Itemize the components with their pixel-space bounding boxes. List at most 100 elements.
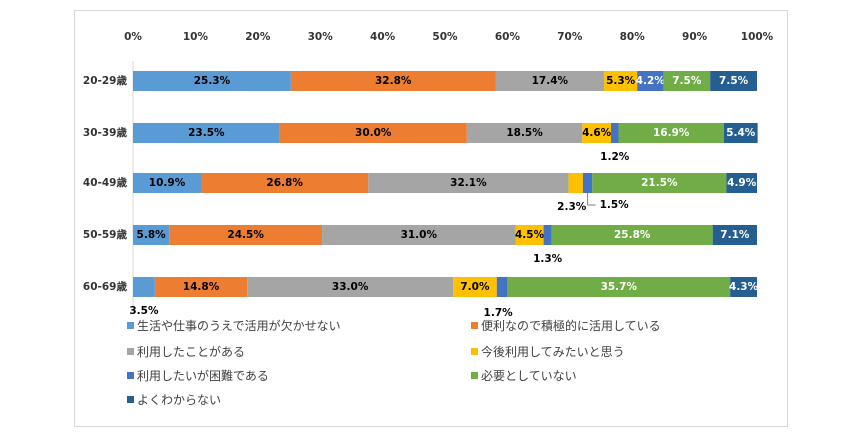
category-label: 40-49歳: [83, 176, 128, 189]
data-label: 25.3%: [194, 75, 231, 87]
bar-segment: [604, 71, 638, 91]
legend-swatch: [127, 348, 134, 355]
x-tick-label: 100%: [741, 31, 774, 43]
data-label: 24.5%: [227, 229, 264, 241]
data-label: 31.0%: [401, 229, 438, 241]
data-label: 3.5%: [129, 305, 159, 317]
data-label: 7.1%: [720, 229, 750, 241]
legend-swatch: [127, 396, 134, 403]
bar-segment: [582, 173, 593, 193]
data-label: 1.7%: [484, 307, 514, 319]
legend-item: 便利なので積極的に活用している: [471, 317, 661, 334]
bar-segment: [279, 123, 467, 143]
legend-label: 今後利用してみたいと思う: [481, 345, 625, 359]
bar-segment: [169, 225, 323, 245]
x-tick-label: 40%: [370, 31, 396, 43]
x-tick-label: 30%: [308, 31, 334, 43]
bar-segment: [290, 71, 496, 91]
x-tick-label: 60%: [495, 31, 521, 43]
bar-segment: [730, 277, 757, 297]
bar-segment: [154, 277, 248, 297]
legend-label: よくわからない: [137, 393, 222, 407]
data-label: 16.9%: [653, 127, 690, 139]
bar-segment: [663, 71, 711, 91]
bar-segment: [247, 277, 454, 297]
legend-label: 必要としていない: [481, 369, 577, 383]
x-tick-label: 70%: [557, 31, 583, 43]
data-label: 10.9%: [149, 177, 186, 189]
data-label: 17.4%: [532, 75, 569, 87]
bar-segment: [515, 225, 544, 245]
data-label: 1.2%: [600, 151, 630, 163]
bar-segment: [496, 277, 508, 297]
legend-item: よくわからない: [127, 391, 221, 408]
legend-label: 利用したいが困難である: [137, 369, 269, 383]
data-label: 30.0%: [355, 127, 392, 139]
category-label: 30-39歳: [83, 126, 128, 139]
data-label: 25.8%: [614, 229, 651, 241]
bar-segment: [133, 173, 202, 193]
data-label: 5.8%: [137, 229, 167, 241]
bar-segment: [726, 173, 757, 193]
legend-item: 利用したことがある: [127, 343, 245, 360]
bar-segment: [618, 123, 724, 143]
data-label: 23.5%: [188, 127, 225, 139]
bar-segment: [610, 123, 619, 143]
legend-swatch: [471, 348, 478, 355]
bar-segment: [568, 173, 583, 193]
data-label: 4.5%: [515, 229, 545, 241]
legend-swatch: [471, 322, 478, 329]
bar-segment: [368, 173, 569, 193]
data-label: 5.3%: [606, 75, 636, 87]
bar-segment: [133, 123, 280, 143]
bar-segment: [710, 71, 757, 91]
data-label: 4.2%: [636, 75, 666, 87]
bar-segment: [712, 225, 757, 245]
stacked-bar-chart: 0% 10% 20% 30% 40% 50% 60% 70% 80% 90% 100% 20-29歳 3…: [83, 31, 774, 319]
data-label: 14.8%: [183, 281, 220, 293]
bar-segment: [495, 71, 605, 91]
bar-segment: [507, 277, 731, 297]
data-label: 1.3%: [533, 253, 563, 265]
legend-item: 生活や仕事のうえで活用が欠かせない: [127, 317, 341, 334]
data-label: 32.8%: [375, 75, 412, 87]
bar-segment: [582, 123, 611, 143]
bar-segment: [592, 173, 727, 193]
data-label: 1.5%: [600, 199, 630, 211]
data-label: 7.5%: [672, 75, 702, 87]
data-label: 26.8%: [266, 177, 303, 189]
x-tick-label: 0%: [124, 31, 142, 43]
legend-item: 利用したいが困難である: [127, 367, 269, 384]
legend-swatch: [127, 322, 134, 329]
data-label: 5.4%: [726, 127, 756, 139]
bar-segment: [322, 225, 516, 245]
bar-segment: [466, 123, 583, 143]
x-tick-label: 50%: [432, 31, 458, 43]
bar-segment: [133, 225, 170, 245]
data-label: 21.5%: [641, 177, 678, 189]
data-label: 2.3%: [557, 201, 587, 213]
x-tick-label: 90%: [682, 31, 708, 43]
legend-item: 必要としていない: [471, 367, 577, 384]
x-tick-label: 20%: [245, 31, 271, 43]
legend-label: 生活や仕事のうえで活用が欠かせない: [137, 319, 341, 333]
data-label: 33.0%: [332, 281, 369, 293]
legend-swatch: [471, 372, 478, 379]
bar-segment: [453, 277, 497, 297]
bar-segment: [201, 173, 369, 193]
bar-segment: [133, 277, 155, 297]
x-tick-label: 80%: [620, 31, 646, 43]
legend-label: 利用したことがある: [137, 345, 246, 359]
category-label: 60-69歳: [83, 280, 128, 293]
legend-swatch: [127, 372, 134, 379]
data-label: 35.7%: [601, 281, 638, 293]
data-label: 7.5%: [719, 75, 749, 87]
bar-segment: [551, 225, 713, 245]
data-label: 4.3%: [729, 281, 759, 293]
legend-item: 今後利用してみたいと思う: [471, 343, 625, 360]
data-label: 7.0%: [460, 281, 490, 293]
chart-frame: 0% 10% 20% 30% 40% 50% 60% 70% 80% 90% 100% 20-29歳 3…: [74, 10, 788, 427]
category-label: 50-59歳: [83, 228, 128, 241]
data-label: 32.1%: [450, 177, 487, 189]
bar-segment: [723, 123, 758, 143]
